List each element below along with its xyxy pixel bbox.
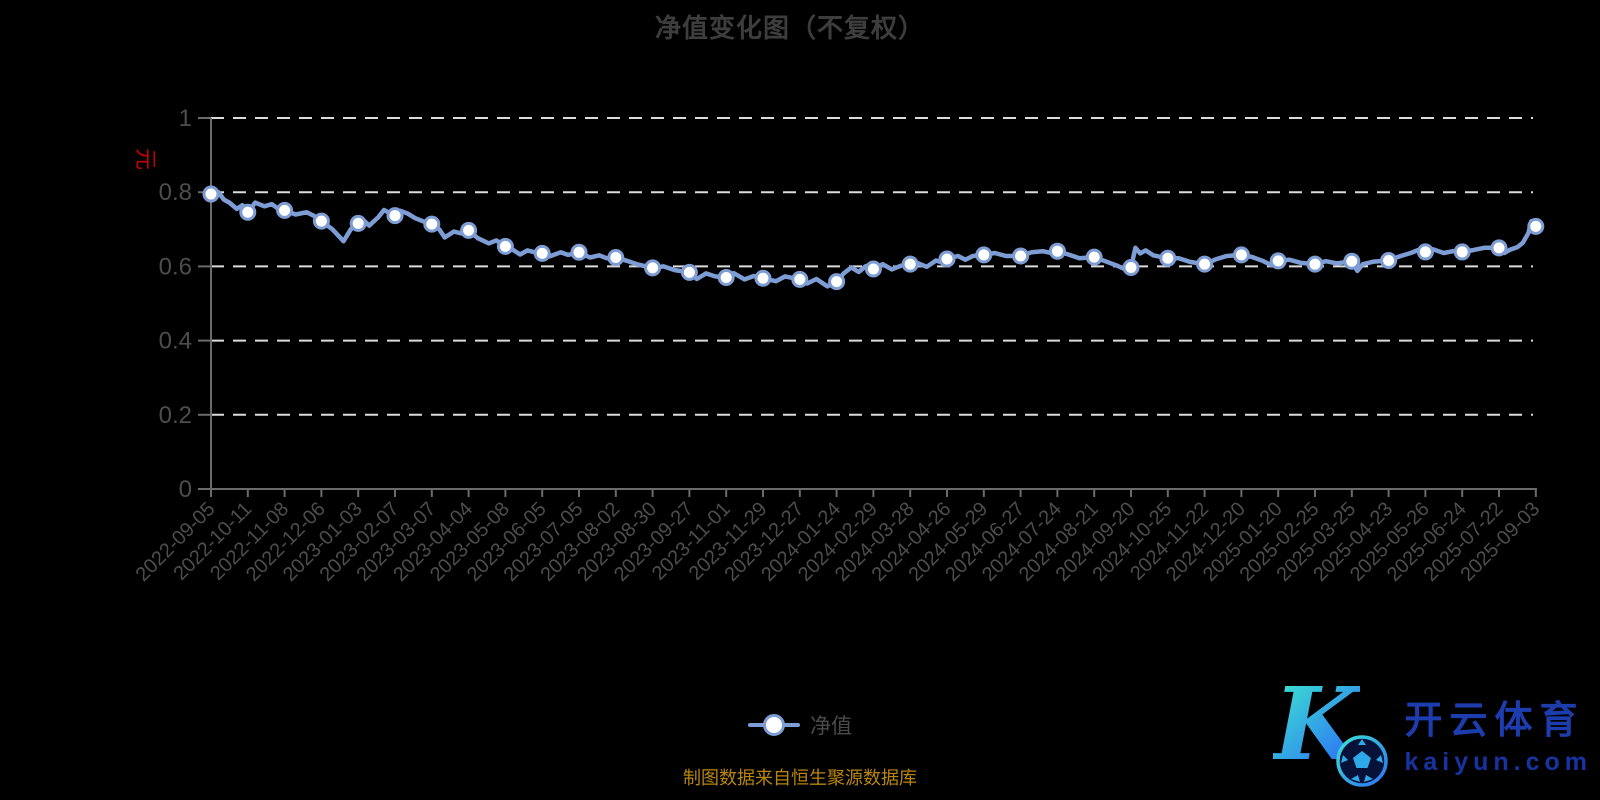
chart-title: 净值变化图（不复权）: [654, 13, 925, 43]
legend-line-circle-icon: [748, 712, 800, 738]
data-point-marker[interactable]: [496, 237, 514, 255]
kaiyun-k-mark: K: [1273, 669, 1389, 792]
data-point-marker[interactable]: [1527, 217, 1545, 235]
data-point-marker[interactable]: [644, 259, 662, 277]
axis-labels: 10.80.60.40.202022-09-052022-10-112022-1…: [132, 105, 1545, 586]
y-tick-label: 0: [179, 476, 192, 503]
data-source-note: 制图数据来自恒生聚源数据库: [683, 768, 917, 788]
data-point-marker[interactable]: [533, 244, 551, 262]
data-point-marker[interactable]: [791, 270, 809, 288]
data-point-marker[interactable]: [202, 185, 220, 203]
y-tick-label: 0.8: [159, 179, 192, 206]
data-point-marker[interactable]: [1416, 243, 1434, 261]
y-tick-label: 0.2: [159, 402, 192, 429]
data-point-marker[interactable]: [460, 221, 478, 239]
axes: [198, 117, 1537, 497]
data-point-marker[interactable]: [1085, 248, 1103, 266]
data-point-marker[interactable]: [386, 207, 404, 225]
data-point-marker[interactable]: [1159, 249, 1177, 267]
kaiyun-logo[interactable]: K 开云体育 kaiyun.com: [1273, 669, 1592, 792]
y-tick-label: 0.4: [159, 328, 192, 355]
data-point-marker[interactable]: [312, 212, 330, 230]
data-point-marker[interactable]: [1012, 247, 1030, 265]
legend-label: 净值: [810, 715, 852, 738]
data-point-marker[interactable]: [680, 263, 698, 281]
data-point-marker[interactable]: [901, 255, 919, 273]
data-point-marker[interactable]: [423, 215, 441, 233]
data-point-marker[interactable]: [276, 201, 294, 219]
data-point-marker[interactable]: [828, 273, 846, 291]
logo-domain-text: kaiyun.com: [1404, 747, 1592, 776]
data-point-marker[interactable]: [1380, 251, 1398, 269]
logo-brand-text: 开云体育: [1404, 699, 1585, 742]
data-point-marker[interactable]: [239, 203, 257, 221]
data-point-marker[interactable]: [607, 248, 625, 266]
data-point-marker[interactable]: [1232, 246, 1250, 264]
data-point-marker[interactable]: [975, 246, 993, 264]
data-point-marker[interactable]: [1196, 255, 1214, 273]
data-point-marker[interactable]: [1048, 242, 1066, 260]
data-point-marker[interactable]: [1122, 259, 1140, 277]
data-point-marker[interactable]: [864, 260, 882, 278]
y-tick-label: 1: [179, 105, 192, 132]
data-point-marker[interactable]: [717, 269, 735, 287]
data-point-marker[interactable]: [938, 250, 956, 268]
data-point-marker[interactable]: [1306, 255, 1324, 273]
chart-legend[interactable]: 净值: [0, 710, 1600, 740]
data-point-marker[interactable]: [1453, 243, 1471, 261]
netvalue-series-markers[interactable]: [202, 185, 1545, 291]
data-point-marker[interactable]: [1343, 252, 1361, 270]
data-point-marker[interactable]: [1490, 239, 1508, 257]
data-point-marker[interactable]: [349, 214, 367, 232]
y-tick-label: 0.6: [159, 253, 192, 280]
data-point-marker[interactable]: [1269, 252, 1287, 270]
data-point-marker[interactable]: [754, 269, 772, 287]
data-point-marker[interactable]: [570, 243, 588, 261]
soccer-ball-icon: [1336, 735, 1389, 787]
